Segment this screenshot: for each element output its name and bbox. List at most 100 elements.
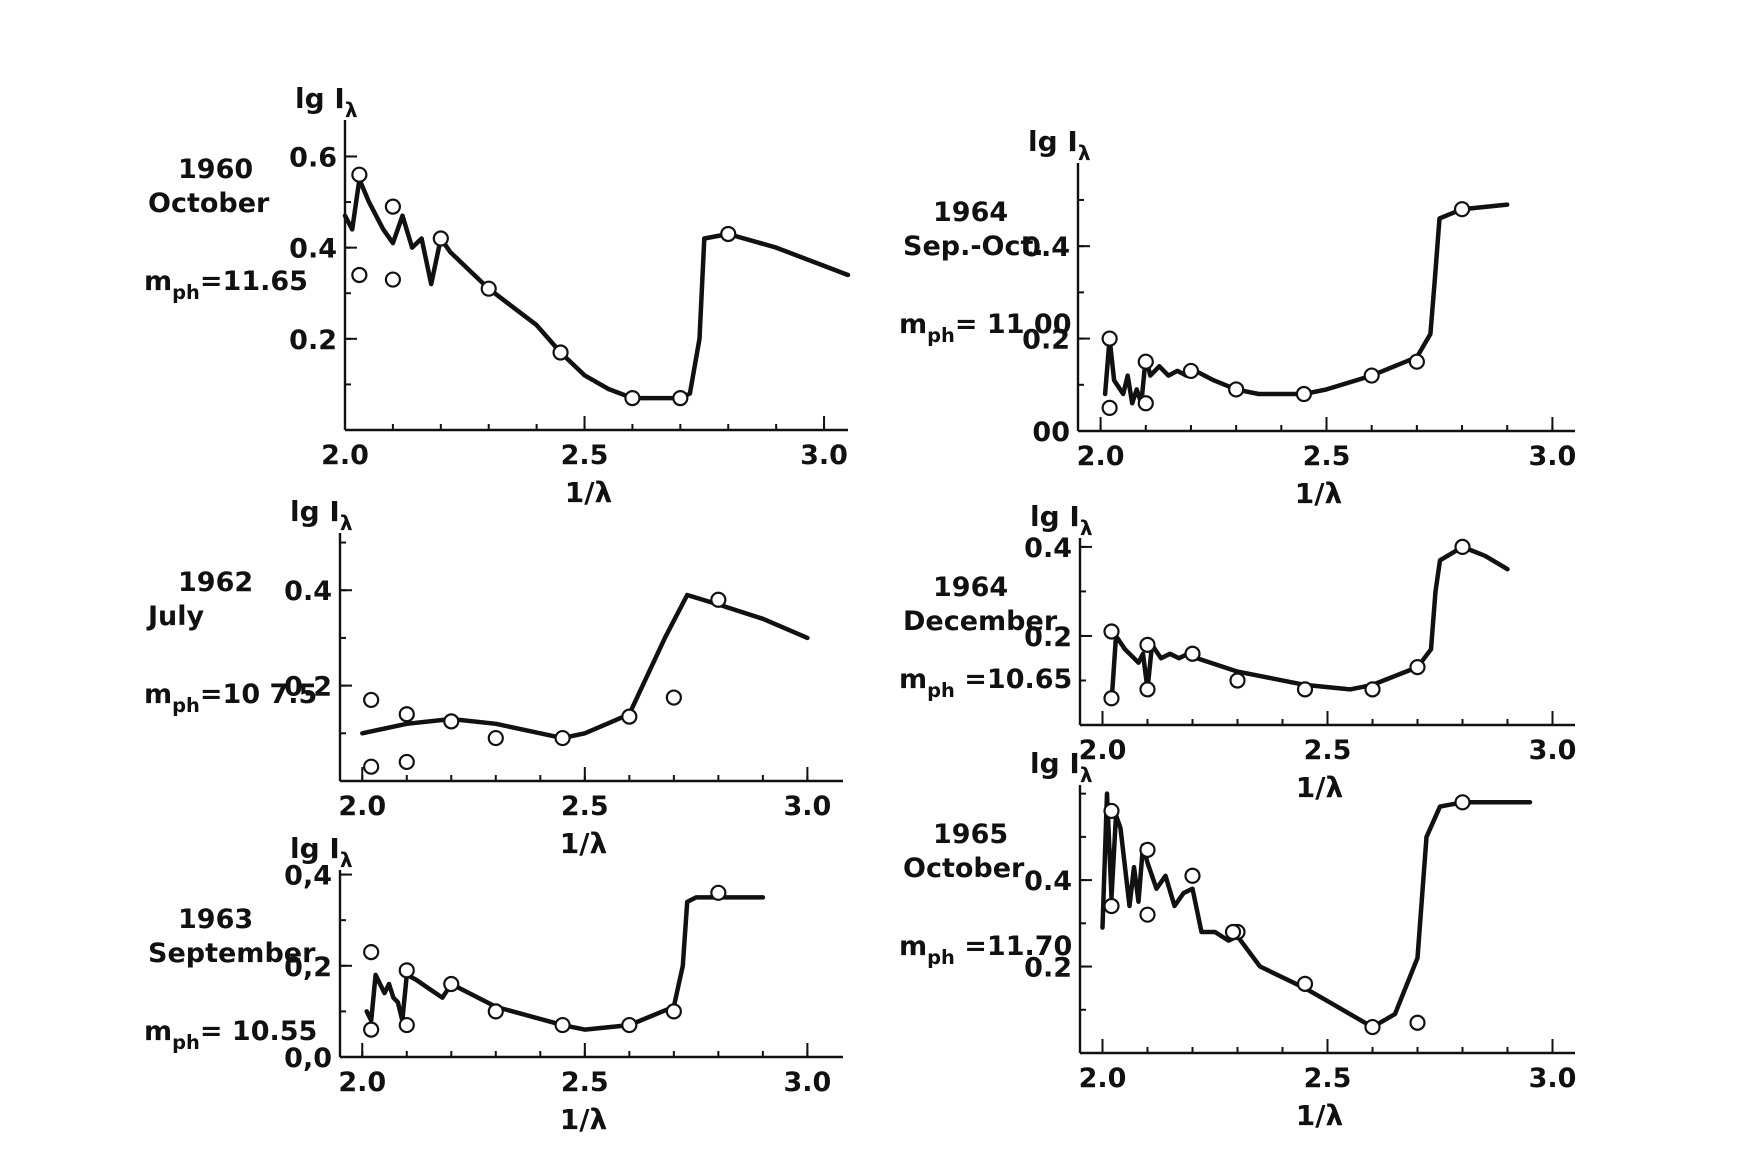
observed-point <box>398 1016 415 1034</box>
observed-point <box>1101 399 1118 416</box>
model-curve <box>1102 202 1510 406</box>
observed-point <box>398 753 415 771</box>
panel-title-line: 1960 <box>178 154 253 185</box>
observed-point <box>665 1003 682 1020</box>
observed-point <box>384 271 402 288</box>
observed-point <box>398 706 415 723</box>
y-tick-label: 0.6 <box>289 142 337 173</box>
y-axis-label: lg Iλ <box>1030 500 1093 540</box>
observed-point <box>363 758 380 775</box>
observed-point <box>1184 867 1201 884</box>
observed-point <box>672 389 689 407</box>
y-axis-label: lg Iλ <box>290 495 353 535</box>
observed-point <box>487 729 504 747</box>
observed-point <box>1296 681 1314 698</box>
x-tick-label: 3.0 <box>1529 1063 1577 1094</box>
x-tick-label: 2.0 <box>321 440 369 471</box>
observed-point <box>1454 538 1471 556</box>
y-tick-label: 0,4 <box>284 861 332 892</box>
y-axis-label: lg Iλ <box>1028 125 1091 165</box>
observed-point <box>1182 362 1200 380</box>
observed-point <box>552 344 569 361</box>
observed-point <box>398 962 415 979</box>
observed-point <box>1228 381 1245 398</box>
x-tick-label: 2.5 <box>561 791 609 822</box>
y-tick-label: 0.2 <box>1022 325 1070 356</box>
y-tick-label: 0.4 <box>284 576 332 607</box>
observed-point <box>1224 923 1242 941</box>
y-tick-label: 0.4 <box>1022 232 1070 263</box>
y-tick-label: 0.2 <box>1024 622 1072 653</box>
y-tick-label: 0.2 <box>284 672 332 703</box>
observed-point <box>1103 623 1120 640</box>
observed-point <box>665 689 682 706</box>
panel-title-line: 1963 <box>178 904 253 935</box>
x-axis-label: 1/λ <box>1296 1099 1343 1132</box>
x-tick-label: 3.0 <box>1529 735 1577 766</box>
x-tick-label: 2.0 <box>1079 735 1127 766</box>
x-axis-label: 1/λ <box>560 1103 607 1136</box>
model-curve <box>1109 544 1510 705</box>
observed-point <box>1364 681 1381 698</box>
observed-point <box>554 1016 571 1034</box>
observed-point <box>432 230 449 247</box>
y-tick-label: 0.2 <box>289 325 337 356</box>
observed-point <box>1139 681 1156 698</box>
observed-point <box>554 729 571 747</box>
observed-point <box>1409 659 1426 676</box>
observed-point <box>351 166 368 183</box>
x-tick-label: 2.5 <box>1303 441 1351 472</box>
observed-point <box>443 975 460 993</box>
panel-title-line: December <box>903 606 1058 637</box>
y-tick-label: 0.4 <box>289 234 337 265</box>
panel-title-line: 1965 <box>933 819 1008 850</box>
observed-point <box>363 1021 380 1038</box>
y-tick-label: 0,0 <box>284 1043 332 1074</box>
observed-point <box>1229 672 1246 689</box>
observed-point <box>351 266 368 284</box>
x-tick-label: 2.0 <box>338 791 386 822</box>
magnitude-label: mph= 10.55 <box>144 1016 317 1054</box>
observed-point <box>1137 395 1154 412</box>
observed-point <box>1139 841 1156 858</box>
y-axis-label: lg Iλ <box>1030 747 1093 787</box>
observed-point <box>1296 975 1314 992</box>
model-curve <box>364 895 766 1032</box>
observed-point <box>1139 636 1156 653</box>
y-tick-label: 0,2 <box>284 952 332 983</box>
x-axis-label: 1/λ <box>1296 771 1343 804</box>
observed-point <box>720 225 737 243</box>
panel-title-line: October <box>148 188 270 219</box>
observed-point <box>710 591 727 608</box>
observed-point <box>710 884 727 901</box>
x-tick-label: 3.0 <box>783 791 831 822</box>
x-tick-label: 2.0 <box>1079 1063 1127 1094</box>
observed-point <box>363 943 380 961</box>
observed-point <box>621 1016 638 1034</box>
panel-title-line: Sep.-Oct. <box>903 231 1044 262</box>
y-axis-label: lg Iλ <box>295 82 358 122</box>
observed-point <box>480 280 497 297</box>
observed-point <box>1103 897 1120 915</box>
x-axis-label: 1/λ <box>1295 477 1342 510</box>
model-curve <box>1100 791 1533 1030</box>
observed-point <box>1103 802 1120 820</box>
x-tick-label: 2.0 <box>1077 441 1125 472</box>
observed-point <box>621 708 638 725</box>
observed-point <box>1454 794 1471 811</box>
magnitude-label: mph=10 7.5 <box>144 679 317 717</box>
x-tick-label: 3.0 <box>783 1067 831 1098</box>
observed-point <box>1137 353 1154 370</box>
model-curve <box>360 592 810 741</box>
y-tick-label: 0.2 <box>1024 953 1072 984</box>
x-axis-label: 1/λ <box>565 476 612 509</box>
observed-point <box>1101 330 1118 347</box>
observed-point <box>1363 367 1380 384</box>
observed-point <box>384 198 402 215</box>
x-tick-label: 3.0 <box>1528 441 1576 472</box>
x-tick-label: 2.5 <box>561 440 609 471</box>
model-curve <box>342 177 851 401</box>
